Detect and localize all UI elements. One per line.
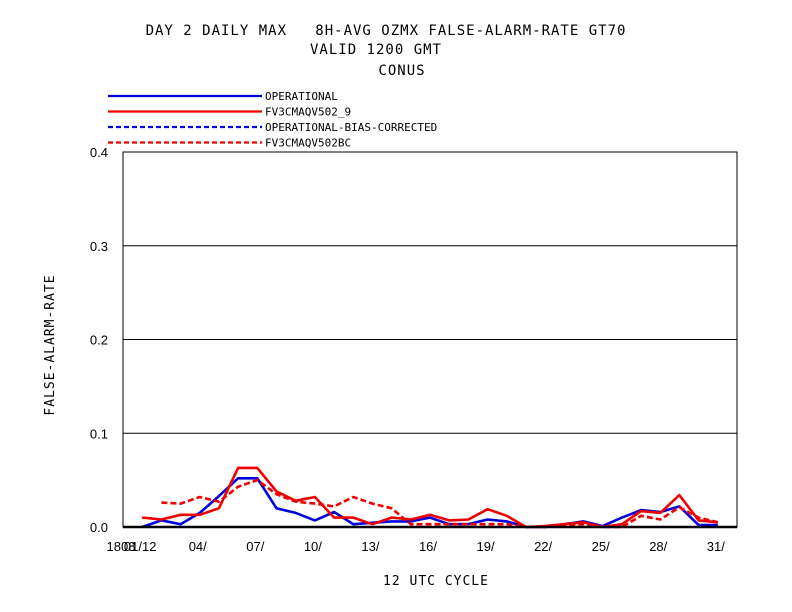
x-tick-label: 04/: [189, 539, 207, 554]
series-layer: [141, 466, 719, 529]
legend-label-1: FV3CMAQV502_9: [265, 106, 351, 119]
chart-title-line-1: DAY 2 DAILY MAX 8H-AVG OZMX FALSE-ALARM-…: [146, 23, 627, 39]
y-tick-label: 0.1: [90, 426, 108, 441]
y-tick-label: 0.0: [90, 520, 108, 535]
series-line-1: [142, 466, 718, 529]
x-tick-label: 25/: [592, 539, 610, 554]
legend-label-2: OPERATIONAL-BIAS-CORRECTED: [265, 121, 437, 134]
legend-label-3: FV3CMAQV502BC: [265, 137, 351, 150]
y-axis-label: FALSE-ALARM-RATE: [43, 274, 58, 415]
x-tick-label: 1808: [107, 539, 136, 554]
x-tick-label: 31/: [707, 539, 725, 554]
x-tick-label: 28/: [649, 539, 667, 554]
y-axis-ticks: 0.0 0.1 0.2 0.3 0.4: [90, 145, 108, 535]
y-tick-label: 0.2: [90, 333, 108, 348]
y-tick-label: 0.3: [90, 239, 108, 254]
series-line-0: [141, 476, 718, 529]
x-tick-label: 13/: [361, 539, 379, 554]
x-tick-label: 10/: [304, 539, 322, 554]
x-tick-label: 16/: [419, 539, 437, 554]
x-tick-label: 19/: [477, 539, 495, 554]
x-tick-label: 22/: [534, 539, 552, 554]
x-axis-label: 12 UTC CYCLE: [383, 574, 489, 589]
chart-title-line-3: CONUS: [378, 63, 425, 79]
y-tick-label: 0.4: [90, 145, 108, 160]
series-line-3: [161, 478, 719, 529]
x-tick-label: 07/: [246, 539, 264, 554]
legend: OPERATIONAL FV3CMAQV502_9 OPERATIONAL-BIAS…: [108, 90, 437, 150]
chart-title-line-2: VALID 1200 GMT: [310, 42, 442, 58]
legend-label-0: OPERATIONAL: [265, 90, 338, 103]
x-tick-label: 01/12: [124, 539, 157, 554]
